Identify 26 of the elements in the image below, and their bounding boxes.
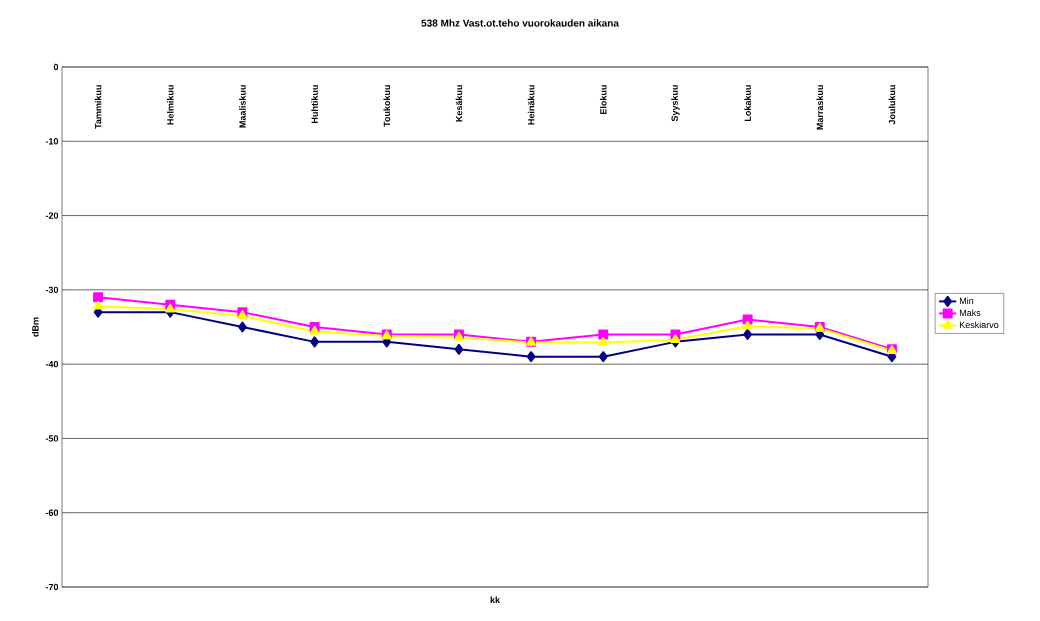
y-tick-label: -60 [45, 509, 59, 516]
y-axis-title: dBm [31, 317, 39, 337]
x-tick-label: Kesäkuu [455, 85, 463, 122]
y-tick-label: -10 [45, 138, 59, 145]
chart-title: 538 Mhz Vast.ot.teho vuorokauden aikana [421, 19, 619, 27]
x-tick-label: Joulukuu [888, 85, 896, 125]
x-tick-label: Maaliskuu [239, 85, 246, 128]
y-tick-label: -50 [45, 435, 59, 442]
x-tick-label: Toukokuu [383, 85, 391, 127]
x-tick-label: Heinäkuu [527, 85, 535, 125]
x-tick-label: Elokuu [599, 85, 607, 114]
x-tick-label: Huhtikuu [311, 85, 318, 123]
y-tick-label: -30 [45, 286, 59, 294]
y-tick-label: -20 [45, 212, 59, 219]
x-tick-label: Syyskuu [671, 85, 680, 122]
x-tick-label: Lokakuu [744, 85, 751, 121]
x-tick-label: Tammikuu [94, 85, 102, 129]
x-tick-label: Marraskuu [816, 85, 824, 130]
x-axis-title: kk [490, 596, 501, 604]
legend-label: Maks [959, 309, 981, 317]
y-tick-label: -70 [45, 583, 59, 591]
legend-label: Keskiarvo [959, 321, 999, 329]
y-tick-label: 0 [53, 63, 59, 71]
x-tick-label: Helmikuu [166, 85, 174, 125]
legend-label: Min [959, 297, 974, 304]
y-tick-label: -40 [45, 360, 59, 368]
